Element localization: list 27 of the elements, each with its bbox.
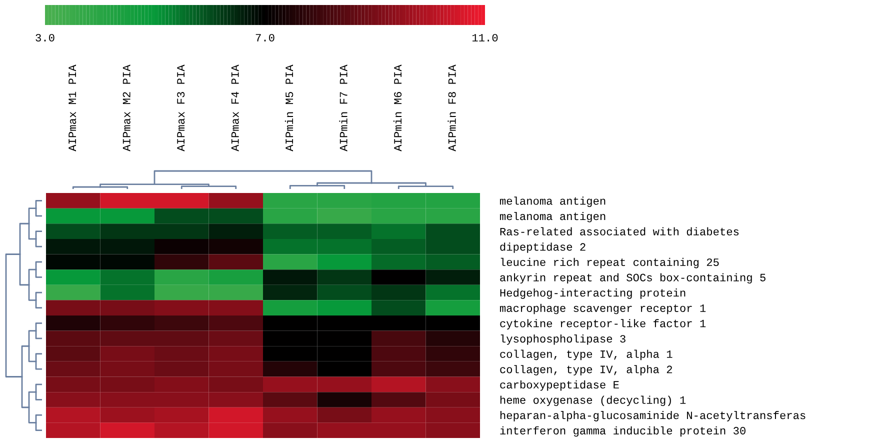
color-bar-label: 7.0 [256, 34, 274, 42]
y-tick-label: Hedgehog-interacting protein [500, 288, 686, 299]
y-tick-label: lysophospholipase 3 [500, 334, 626, 345]
y-tick-label: cytokine receptor-like factor 1 [500, 319, 706, 330]
y-tick-label: collagen, type IV, alpha 1 [500, 350, 672, 360]
y-tick-label: leucine rich repeat containing 25 [500, 258, 719, 268]
x-tick-label: AIPmin M5 PIA [284, 64, 294, 152]
color-bar-label: 11.0 [472, 34, 498, 42]
y-tick-label: heme oxygenase (decycling) 1 [500, 396, 686, 406]
x-tick-label: AIPmax M2 PIA [122, 64, 130, 152]
y-tick-label: ankyrin repeat and SOCs box-containing 5 [500, 273, 766, 284]
y-tick-label: collagen, type IV, alpha 2 [500, 365, 672, 376]
y-tick-label: dipeptidase 2 [500, 242, 586, 253]
x-tick-label: AIPmin F8 PIA [448, 64, 456, 152]
color-bar-label: 3.0 [36, 34, 54, 42]
x-tick-label: AIPmin F7 PIA [339, 64, 348, 152]
y-tick-label: Ras-related associated with diabetes [500, 227, 739, 236]
y-tick-label: macrophage scavenger receptor 1 [500, 304, 706, 314]
x-tick-label: AIPmax F4 PIA [231, 64, 239, 152]
y-tick-label: heparan-alpha-glucosaminide N-acetyltransferas [500, 411, 806, 422]
y-tick-label: melanoma antigen [500, 196, 606, 207]
x-tick-label: AIPmax F3 PIA [177, 64, 185, 152]
y-tick-label: carboxypeptidase E [500, 380, 619, 391]
x-tick-label: AIPmin M6 PIA [393, 64, 402, 152]
x-tick-label: AIPmax M1 PIA [68, 64, 76, 152]
y-tick-label: interferon gamma inducible protein 30 [500, 426, 746, 437]
y-tick-label: melanoma antigen [500, 212, 606, 222]
